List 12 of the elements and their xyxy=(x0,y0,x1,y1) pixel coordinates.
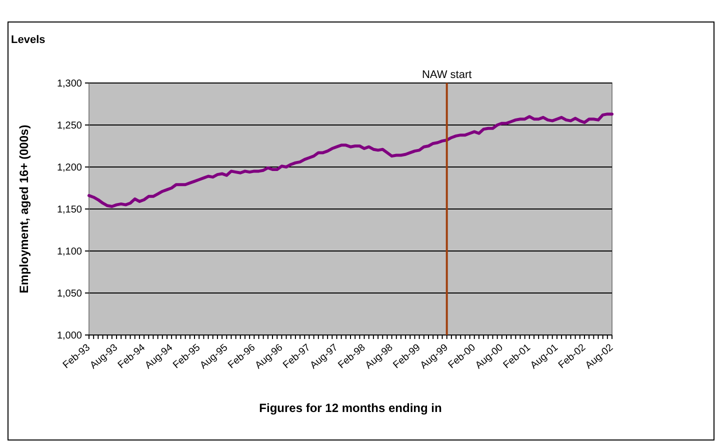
y-axis-title: Employment, aged 16+ (000s) xyxy=(17,124,31,294)
y-tick-label: 1,100 xyxy=(56,246,82,258)
y-tick-label: 1,300 xyxy=(56,78,82,90)
y-tick-label: 1,200 xyxy=(56,162,82,174)
y-tick-label: 1,250 xyxy=(56,120,82,132)
y-tick-label: 1,050 xyxy=(56,288,82,300)
y-tick-label: 1,000 xyxy=(56,330,82,342)
ref-line-label: NAW start xyxy=(422,69,472,81)
line-series xyxy=(88,112,614,208)
chart-subtitle: Levels xyxy=(11,34,46,46)
x-axis-title: Figures for 12 months ending in xyxy=(259,401,442,415)
y-tick-label: 1,150 xyxy=(56,204,82,216)
